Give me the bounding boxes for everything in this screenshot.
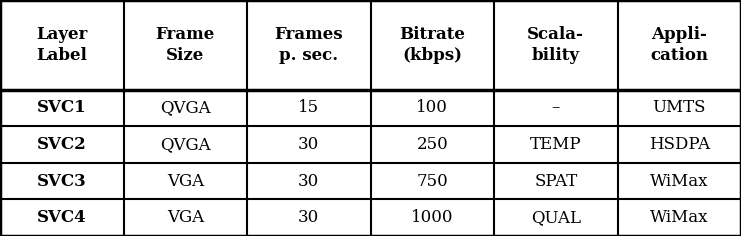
Text: 100: 100 (416, 99, 448, 117)
Text: WiMax: WiMax (650, 173, 708, 190)
Text: 15: 15 (298, 99, 319, 117)
Text: Appli-
cation: Appli- cation (651, 26, 708, 64)
Text: QVGA: QVGA (160, 136, 210, 153)
Text: 1000: 1000 (411, 209, 453, 226)
Text: 30: 30 (298, 173, 319, 190)
Text: VGA: VGA (167, 173, 204, 190)
Text: SPAT: SPAT (534, 173, 577, 190)
Text: UMTS: UMTS (653, 99, 706, 117)
Text: TEMP: TEMP (530, 136, 582, 153)
Text: QVGA: QVGA (160, 99, 210, 117)
Text: VGA: VGA (167, 209, 204, 226)
Text: Layer
Label: Layer Label (36, 26, 87, 64)
Text: 30: 30 (298, 209, 319, 226)
Text: Frames
p. sec.: Frames p. sec. (274, 26, 343, 64)
Text: 750: 750 (416, 173, 448, 190)
Text: –: – (551, 99, 560, 117)
Text: SVC1: SVC1 (37, 99, 87, 117)
Text: Scala-
bility: Scala- bility (528, 26, 584, 64)
Text: QUAL: QUAL (531, 209, 581, 226)
Text: 30: 30 (298, 136, 319, 153)
Text: SVC4: SVC4 (37, 209, 87, 226)
Text: HSDPA: HSDPA (648, 136, 710, 153)
Text: 250: 250 (416, 136, 448, 153)
Text: SVC2: SVC2 (37, 136, 87, 153)
Text: WiMax: WiMax (650, 209, 708, 226)
Text: SVC3: SVC3 (37, 173, 87, 190)
Text: Frame
Size: Frame Size (156, 26, 215, 64)
Text: Bitrate
(kbps): Bitrate (kbps) (399, 26, 465, 64)
